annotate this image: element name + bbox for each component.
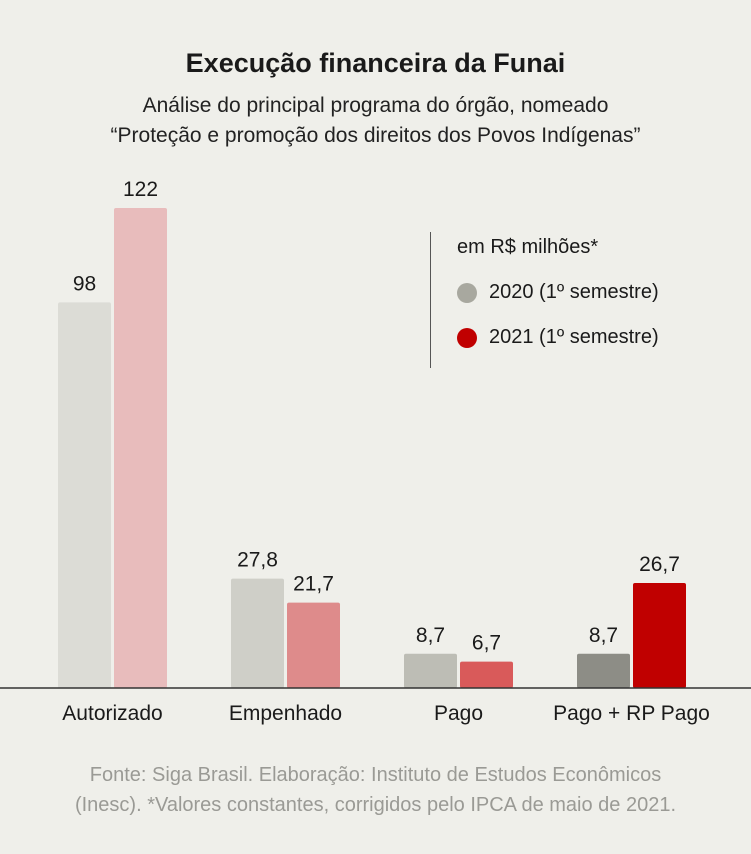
bar-2021-2 [460, 661, 513, 688]
data-label-2021-3: 26,7 [639, 553, 680, 576]
bar-2020-3 [577, 653, 630, 688]
legend-marker-2021 [457, 327, 477, 348]
source-line-2: (Inesc). *Valores constantes, corrigidos… [74, 794, 677, 816]
legend-marker-2020 [457, 282, 477, 303]
chart-title: Execução financeira da Funai [185, 48, 566, 78]
source-note: Fonte: Siga Brasil. Elaboração: Institut… [0, 760, 751, 820]
bar-2021-3 [633, 582, 686, 688]
category-label-0: Autorizado [62, 702, 162, 725]
legend-label-2020: 2020 (1º semestre) [489, 281, 659, 303]
bar-2020-2 [404, 653, 457, 688]
legend-item-2020: 2020 (1º semestre) [457, 281, 659, 304]
bar-chart: 98 122 Autorizado 27,8 21,7 Empenhado 8,7 6,7 Pa… [0, 178, 751, 725]
category-label-2: Pago [434, 702, 483, 725]
legend-units: em R$ milhões* [457, 236, 599, 258]
bar-2021-0 [114, 208, 167, 688]
category-label-3: Pago + RP Pago [553, 702, 710, 725]
legend: em R$ milhões* 2020 (1º semestre) 2021 (… [430, 232, 659, 368]
bar-2020-0 [58, 302, 111, 688]
legend-item-2021: 2021 (1º semestre) [457, 326, 659, 349]
data-label-2021-0: 122 [123, 178, 158, 201]
bar-2021-1 [287, 602, 340, 688]
chart-subtitle-line-1: Análise do principal programa do órgão, … [142, 94, 609, 117]
data-label-2021-1: 21,7 [293, 573, 334, 596]
data-label-2020-2: 8,7 [416, 624, 445, 647]
data-label-2021-2: 6,7 [472, 632, 501, 655]
category-label-1: Empenhado [229, 702, 342, 725]
bar-2020-1 [231, 578, 284, 688]
chart-subtitle-line-2: “Proteção e promoção dos direitos dos Po… [110, 124, 641, 147]
data-label-2020-3: 8,7 [589, 624, 618, 647]
legend-label-2021: 2021 (1º semestre) [489, 326, 659, 348]
data-label-2020-0: 98 [73, 272, 96, 295]
source-line-1: Fonte: Siga Brasil. Elaboração: Institut… [89, 764, 662, 786]
data-label-2020-1: 27,8 [237, 549, 278, 572]
